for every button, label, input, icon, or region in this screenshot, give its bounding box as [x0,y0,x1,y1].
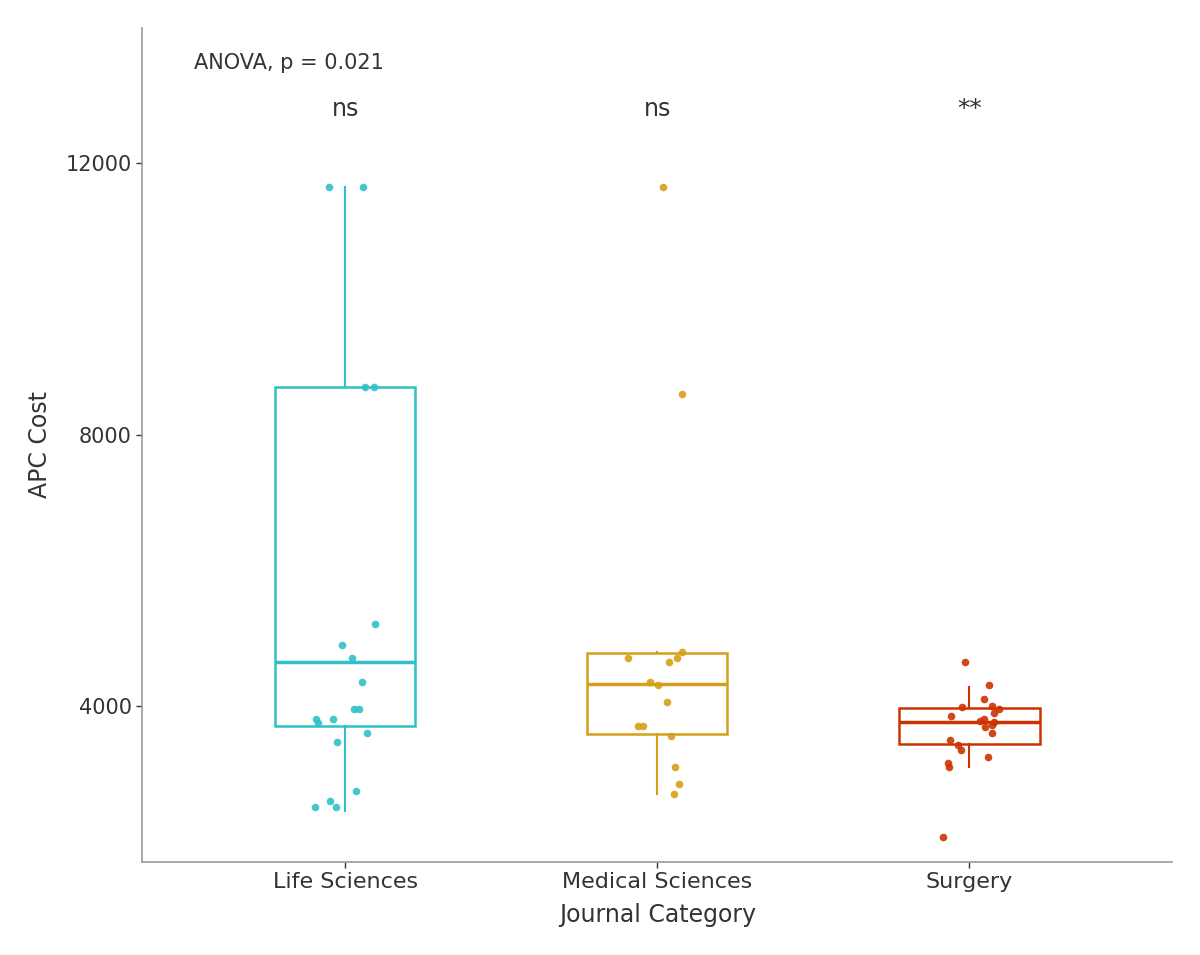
Point [672,644,691,659]
Point [941,732,960,748]
Point [332,637,352,652]
Bar [587,653,727,734]
X-axis label: Journal Category: Journal Category [559,903,756,927]
Point [326,800,346,816]
Bar [275,387,415,726]
Point [365,379,384,394]
Point [649,678,668,693]
Point [634,718,653,733]
Point [319,180,338,195]
Point [976,720,995,735]
Point [667,650,686,666]
Y-axis label: APC Cost: APC Cost [28,392,52,499]
Point [984,714,1003,730]
Point [308,715,328,731]
Point [974,711,994,727]
Point [619,650,638,666]
Point [982,717,1001,732]
Point [349,702,368,717]
Point [629,718,648,733]
Point [990,702,1009,717]
Point [661,729,680,744]
Point [979,678,998,693]
Point [305,800,324,816]
Point [658,694,677,710]
Point [342,650,361,666]
Point [640,674,659,690]
Point [323,711,342,727]
Point [356,379,376,394]
Bar [899,708,1039,744]
Point [328,734,347,750]
Point [344,702,364,717]
Point [320,793,340,808]
Text: **: ** [956,97,982,121]
Point [974,691,994,707]
Point [653,180,672,195]
Point [347,783,366,798]
Point [353,674,372,690]
Text: ANOVA, p = 0.021: ANOVA, p = 0.021 [194,53,384,73]
Text: ns: ns [643,97,671,121]
Point [306,711,325,727]
Point [353,180,372,195]
Point [358,725,377,740]
Text: ns: ns [331,97,359,121]
Point [978,749,997,764]
Point [665,786,684,801]
Point [949,737,968,753]
Point [665,759,684,775]
Point [942,709,961,724]
Point [660,654,679,669]
Point [934,830,953,845]
Point [365,617,384,632]
Point [970,713,989,729]
Point [984,705,1003,720]
Point [983,698,1002,713]
Point [938,755,958,771]
Point [955,654,974,669]
Point [983,725,1002,740]
Point [952,742,971,757]
Point [672,386,691,401]
Point [953,699,972,714]
Point [940,759,959,775]
Point [670,776,689,792]
